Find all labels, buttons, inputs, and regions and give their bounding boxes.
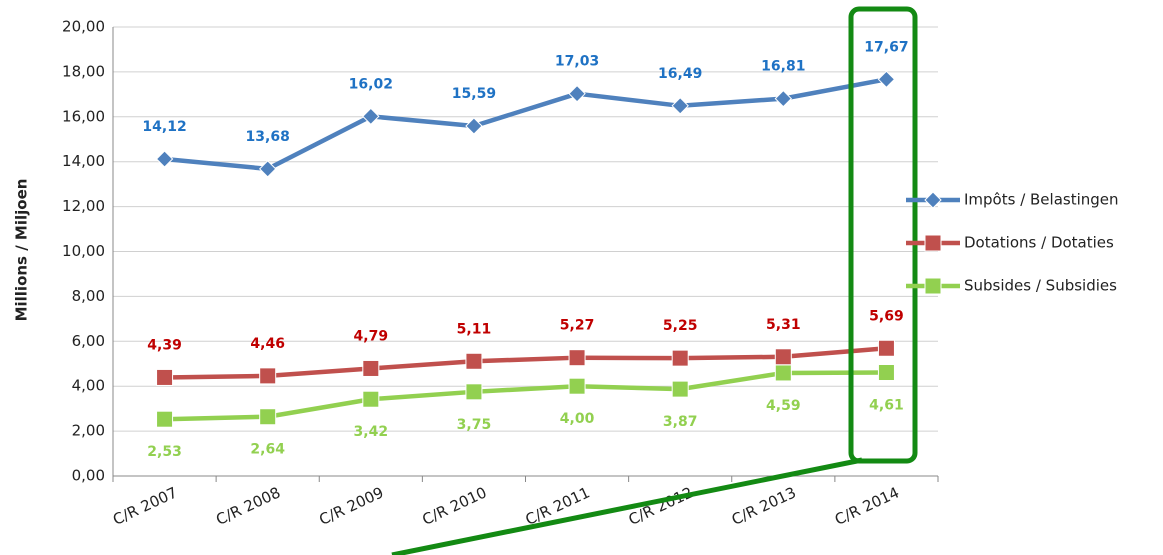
data-label: 5,69: [869, 308, 904, 324]
x-tick-label: C/R 2010: [419, 483, 489, 528]
x-tick-label: C/R 2009: [316, 483, 386, 528]
marker: [259, 408, 277, 426]
y-axis-label: Millions / Miljoen: [13, 179, 31, 322]
marker: [259, 367, 277, 385]
data-label: 5,11: [457, 321, 492, 337]
marker: [671, 380, 689, 398]
marker: [155, 150, 174, 168]
y-tick-label: 6,00: [72, 332, 105, 350]
data-label: 4,46: [250, 336, 285, 352]
data-label: 15,59: [452, 86, 496, 102]
data-label: 16,81: [761, 59, 805, 75]
y-tick-label: 14,00: [62, 152, 105, 170]
marker: [774, 89, 793, 108]
y-tick-label: 2,00: [72, 422, 105, 440]
y-tick-label: 12,00: [62, 197, 105, 215]
marker: [568, 84, 586, 103]
data-label: 16,49: [658, 66, 702, 82]
marker: [362, 390, 380, 408]
y-tick-label: 18,00: [62, 62, 105, 80]
data-label: 5,25: [663, 318, 698, 334]
data-label: 3,87: [663, 414, 698, 430]
data-label: 4,61: [869, 398, 904, 414]
y-tick-label: 8,00: [72, 287, 105, 305]
marker: [877, 339, 895, 357]
legend-label: Dotations / Dotaties: [964, 234, 1114, 252]
data-label: 4,00: [560, 411, 595, 427]
data-label: 5,27: [560, 318, 595, 334]
marker: [465, 117, 483, 135]
data-label: 14,12: [142, 119, 186, 135]
data-label: 17,03: [555, 54, 599, 70]
data-label: 4,79: [354, 328, 389, 344]
data-label: 4,39: [147, 337, 182, 353]
marker: [362, 107, 380, 126]
marker: [877, 70, 896, 89]
series-line: [164, 346, 887, 380]
plot-area: 0,00 2,00 4,00 6,00 8,00 10,00 12,00 14,00 16,00…: [62, 18, 939, 529]
marker: [465, 352, 483, 370]
data-label: 5,31: [766, 317, 801, 333]
marker: [774, 348, 792, 366]
data-label: 16,02: [349, 76, 393, 92]
x-tick-label: C/R 2008: [213, 483, 283, 528]
marker: [774, 364, 792, 382]
marker: [671, 97, 689, 115]
marker: [568, 349, 586, 367]
marker: [156, 410, 174, 428]
y-tick-label: 10,00: [62, 242, 105, 260]
legend-label: Impôts / Belastingen: [964, 191, 1119, 209]
marker: [671, 349, 689, 367]
y-tick-label: 16,00: [62, 107, 105, 125]
marker: [156, 368, 174, 386]
marker: [568, 377, 586, 395]
marker: [924, 234, 942, 252]
series-line: [164, 77, 887, 172]
callout-line: [391, 457, 863, 555]
highlight-box: [848, 6, 918, 464]
data-label: 3,42: [354, 424, 389, 440]
marker: [877, 364, 895, 382]
x-tick-label: C/R 2014: [832, 483, 902, 528]
data-label: 13,68: [246, 129, 290, 145]
data-label: 2,53: [147, 444, 182, 460]
marker: [362, 359, 380, 377]
x-tick-label: C/R 2007: [110, 483, 180, 528]
y-tick-label: 4,00: [72, 377, 105, 395]
data-label: 4,59: [766, 398, 801, 414]
y-tick-label: 0,00: [72, 467, 105, 485]
y-tick-label: 20,00: [62, 18, 105, 36]
marker: [924, 191, 942, 209]
marker: [924, 277, 942, 295]
series-line: [164, 370, 887, 422]
data-label: 3,75: [457, 417, 492, 433]
marker: [258, 160, 277, 178]
marker: [465, 383, 483, 401]
data-label: 2,64: [250, 442, 285, 458]
x-tick-label: C/R 2013: [729, 483, 799, 528]
data-label: 17,67: [864, 39, 908, 55]
legend-label: Subsides / Subsidies: [964, 277, 1117, 295]
